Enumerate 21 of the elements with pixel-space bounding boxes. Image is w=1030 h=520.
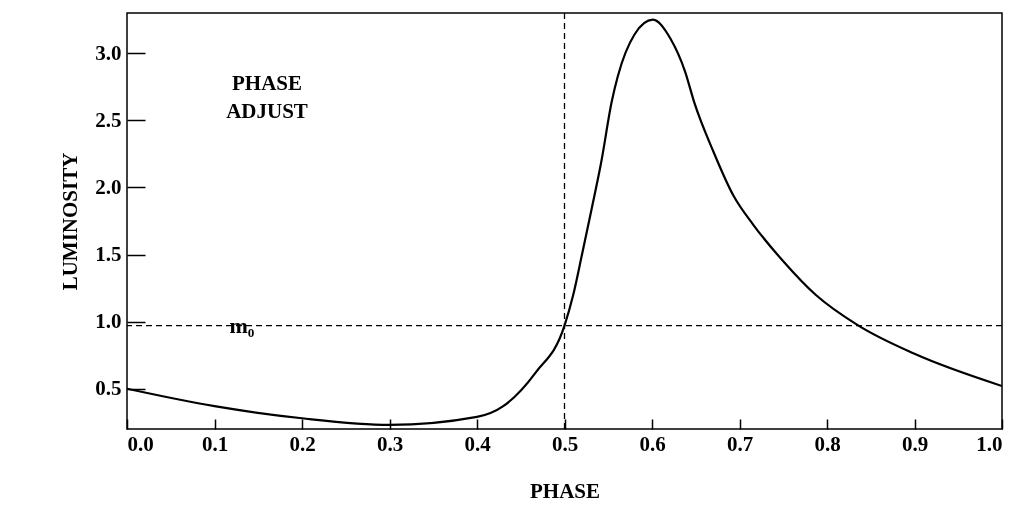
x-tick-label: 0.5 [551,431,579,456]
x-tick-label: 0.9 [901,431,929,456]
x-tick-label: 0.7 [726,431,754,456]
x-tick-label: 1.0 [976,431,1003,456]
x-axis-title: PHASE [529,478,601,503]
y-axis-title: LUMINOSITY [58,152,83,291]
y-tick-label: 1.0 [95,309,122,334]
y-tick-label: 0.5 [95,376,122,401]
x-tick-label: 0.0 [127,431,154,456]
x-tick-label: 0.4 [464,431,492,456]
x-tick-label: 0.8 [814,431,841,456]
ref-line-label: m₀ [229,312,255,338]
y-tick-label: 2.0 [95,174,122,199]
y-tick-label: 1.5 [95,242,122,267]
y-tick-label: 3.0 [95,40,122,65]
x-tick-label: 0.6 [639,431,666,456]
annotation: PHASE ADJUST [226,71,308,123]
y-tick-label: 2.5 [95,107,122,132]
x-tick-label: 0.3 [376,431,404,456]
x-tick-label: 0.2 [289,431,316,456]
x-tick-label: 0.1 [201,431,229,456]
